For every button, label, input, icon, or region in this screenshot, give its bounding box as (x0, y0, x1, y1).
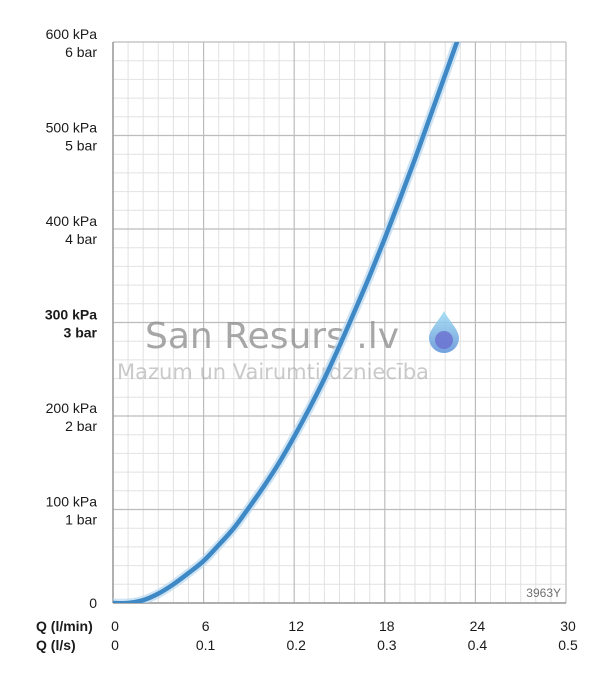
y-tick-label-bar: 5 bar (65, 138, 97, 154)
y-tick-label-kpa: 300 kPa (45, 307, 97, 323)
series-line (113, 42, 460, 603)
x-tick-label: 0 (111, 637, 119, 653)
y-tick-label-kpa: 100 kPa (46, 494, 98, 510)
x-tick-label: 6 (202, 618, 210, 634)
y-tick-label-bar: 1 bar (65, 512, 97, 528)
x-tick-label: 0.3 (377, 637, 397, 653)
axes (112, 42, 566, 604)
y-tick-label-kpa: 200 kPa (46, 400, 98, 416)
y-tick-label-kpa: 500 kPa (46, 120, 98, 136)
y-tick-label-bar: 3 bar (64, 325, 98, 341)
labels: 0 100 kPa 1 bar 200 kPa 2 bar 300 kPa 3 bar 400… (36, 26, 578, 653)
watermark-title: San Resurs .lv (145, 316, 399, 357)
y-tick-label-kpa: 600 kPa (46, 26, 98, 42)
y-tick-label-kpa: 400 kPa (46, 213, 98, 229)
y-tick-label-bar: 2 bar (65, 418, 97, 434)
watermark: San Resurs .lv Mazum un Vairumtirdzniecī… (117, 311, 459, 384)
x-axis-title: Q (l/s) (36, 637, 76, 653)
series (113, 42, 462, 603)
x-tick-label: 18 (379, 618, 395, 634)
x-tick-label: 12 (288, 618, 304, 634)
x-tick-label: 0.5 (558, 637, 578, 653)
chart-code-label: 3963Y (526, 586, 561, 600)
x-tick-label: 24 (470, 618, 486, 634)
y-tick-label-bar: 4 bar (65, 231, 97, 247)
grid (112, 41, 567, 604)
x-axis-title: Q (l/min) (36, 618, 93, 634)
watermark-subtitle: Mazum un Vairumtirdzniecība (117, 360, 429, 384)
water-drop-icon (429, 311, 459, 353)
x-tick-label: 0.4 (468, 637, 488, 653)
x-tick-label: 30 (560, 618, 576, 634)
x-tick-label: 0.1 (196, 637, 216, 653)
y-tick-label-bar: 6 bar (65, 44, 97, 60)
x-tick-label: 0.2 (286, 637, 306, 653)
y-tick-label-kpa: 0 (89, 595, 97, 611)
x-tick-label: 0 (111, 618, 119, 634)
